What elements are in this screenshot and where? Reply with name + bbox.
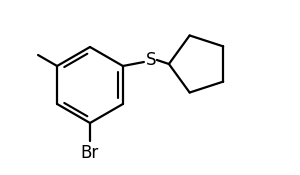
Text: S: S: [146, 51, 156, 69]
Text: Br: Br: [81, 144, 99, 162]
